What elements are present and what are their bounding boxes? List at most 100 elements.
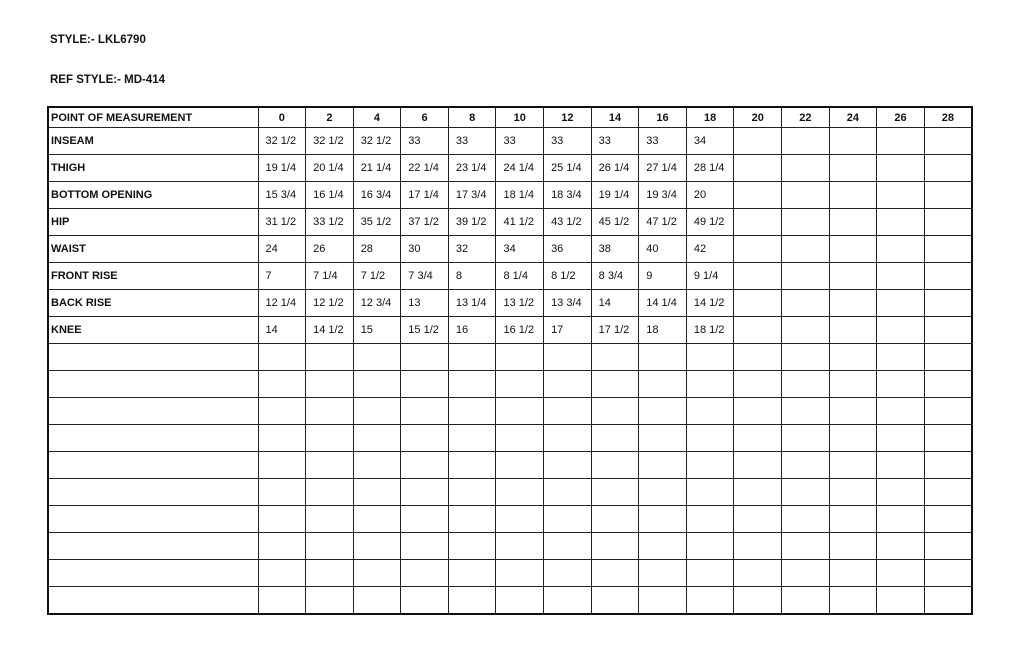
empty-cell: [305, 424, 354, 452]
measurement-cell: 34: [685, 127, 735, 155]
measurement-label: BACK RISE: [47, 289, 259, 317]
empty-cell: [590, 505, 640, 533]
empty-cell: [876, 586, 925, 615]
measurement-cell: 13 3/4: [543, 289, 592, 317]
empty-cell: [543, 532, 592, 560]
empty-cell: [733, 586, 783, 615]
empty-cell: [876, 532, 925, 560]
header-size: 16: [638, 106, 687, 128]
measurement-cell: [733, 289, 783, 317]
measurement-cell: [828, 262, 878, 290]
header-size: 4: [352, 106, 402, 128]
empty-cell: [305, 532, 354, 560]
empty-cell: [447, 343, 497, 371]
measurement-cell: 33: [447, 127, 497, 155]
empty-cell: [305, 559, 354, 587]
measurement-cell: 7 1/2: [352, 262, 402, 290]
measurement-cell: 24: [257, 235, 307, 263]
header-size: 22: [781, 106, 830, 128]
header-size: 28: [923, 106, 973, 128]
measurement-label: KNEE: [47, 316, 259, 344]
measurement-cell: [733, 208, 783, 236]
empty-cell: [828, 397, 878, 425]
empty-cell: [495, 397, 545, 425]
empty-cell: [828, 424, 878, 452]
measurement-cell: 19 1/4: [257, 154, 307, 182]
measurement-cell: 36: [543, 235, 592, 263]
empty-cell: [400, 343, 449, 371]
empty-cell: [638, 370, 687, 398]
empty-cell: [781, 559, 830, 587]
empty-cell: [685, 343, 735, 371]
empty-cell: [447, 424, 497, 452]
measurement-table: POINT OF MEASUREMENT 0 2 4 6 8 10 12 14 16 18 20 22 2…: [47, 106, 973, 615]
measurement-cell: 14 1/2: [305, 316, 354, 344]
measurement-cell: 14: [590, 289, 640, 317]
empty-cell: [733, 559, 783, 587]
measurement-cell: [781, 235, 830, 263]
empty-cell: [828, 559, 878, 587]
empty-cell: [828, 505, 878, 533]
empty-cell: [828, 343, 878, 371]
empty-cell: [781, 586, 830, 615]
empty-cell: [447, 532, 497, 560]
measurement-label: INSEAM: [47, 127, 259, 155]
empty-cell: [781, 370, 830, 398]
empty-cell: [590, 478, 640, 506]
empty-cell: [543, 451, 592, 479]
empty-cell: [781, 397, 830, 425]
empty-cell: [47, 397, 259, 425]
header-point-of-measurement: POINT OF MEASUREMENT: [47, 106, 259, 128]
table-row: THIGH 19 1/4 20 1/4 21 1/4 22 1/4 23 1/4 24 1/…: [47, 154, 973, 182]
empty-cell: [923, 424, 973, 452]
measurement-cell: 15: [352, 316, 402, 344]
measurement-cell: [876, 208, 925, 236]
empty-cell: [828, 532, 878, 560]
table-header-row: POINT OF MEASUREMENT 0 2 4 6 8 10 12 14 16 18 20 22 2…: [47, 106, 973, 128]
empty-cell: [828, 478, 878, 506]
measurement-cell: 37 1/2: [400, 208, 449, 236]
measurement-cell: [923, 127, 973, 155]
measurement-cell: 47 1/2: [638, 208, 687, 236]
measurement-label: BOTTOM OPENING: [47, 181, 259, 209]
header-size: 6: [400, 106, 449, 128]
empty-cell: [685, 559, 735, 587]
empty-cell: [447, 478, 497, 506]
measurement-cell: 42: [685, 235, 735, 263]
measurement-cell: 14 1/4: [638, 289, 687, 317]
measurement-cell: 38: [590, 235, 640, 263]
empty-row: [47, 559, 973, 587]
measurement-cell: 49 1/2: [685, 208, 735, 236]
measurement-cell: 33: [400, 127, 449, 155]
empty-cell: [543, 505, 592, 533]
empty-cell: [733, 451, 783, 479]
measurement-cell: [876, 316, 925, 344]
empty-cell: [257, 532, 307, 560]
empty-cell: [352, 370, 402, 398]
measurement-cell: 45 1/2: [590, 208, 640, 236]
measurement-cell: 12 1/2: [305, 289, 354, 317]
measurement-cell: [828, 208, 878, 236]
empty-cell: [47, 559, 259, 587]
empty-cell: [352, 424, 402, 452]
measurement-cell: 13 1/2: [495, 289, 545, 317]
empty-cell: [685, 478, 735, 506]
empty-row: [47, 451, 973, 479]
empty-row: [47, 343, 973, 371]
empty-row: [47, 397, 973, 425]
empty-cell: [495, 505, 545, 533]
header-size: 12: [543, 106, 592, 128]
measurement-cell: 39 1/2: [447, 208, 497, 236]
measurement-cell: 20: [685, 181, 735, 209]
empty-cell: [685, 424, 735, 452]
measurement-cell: [876, 289, 925, 317]
measurement-cell: 13: [400, 289, 449, 317]
measurement-cell: 18 1/4: [495, 181, 545, 209]
empty-cell: [781, 532, 830, 560]
empty-cell: [305, 586, 354, 615]
empty-cell: [781, 478, 830, 506]
empty-cell: [590, 343, 640, 371]
measurement-cell: [828, 316, 878, 344]
empty-cell: [828, 451, 878, 479]
measurement-label: WAIST: [47, 235, 259, 263]
